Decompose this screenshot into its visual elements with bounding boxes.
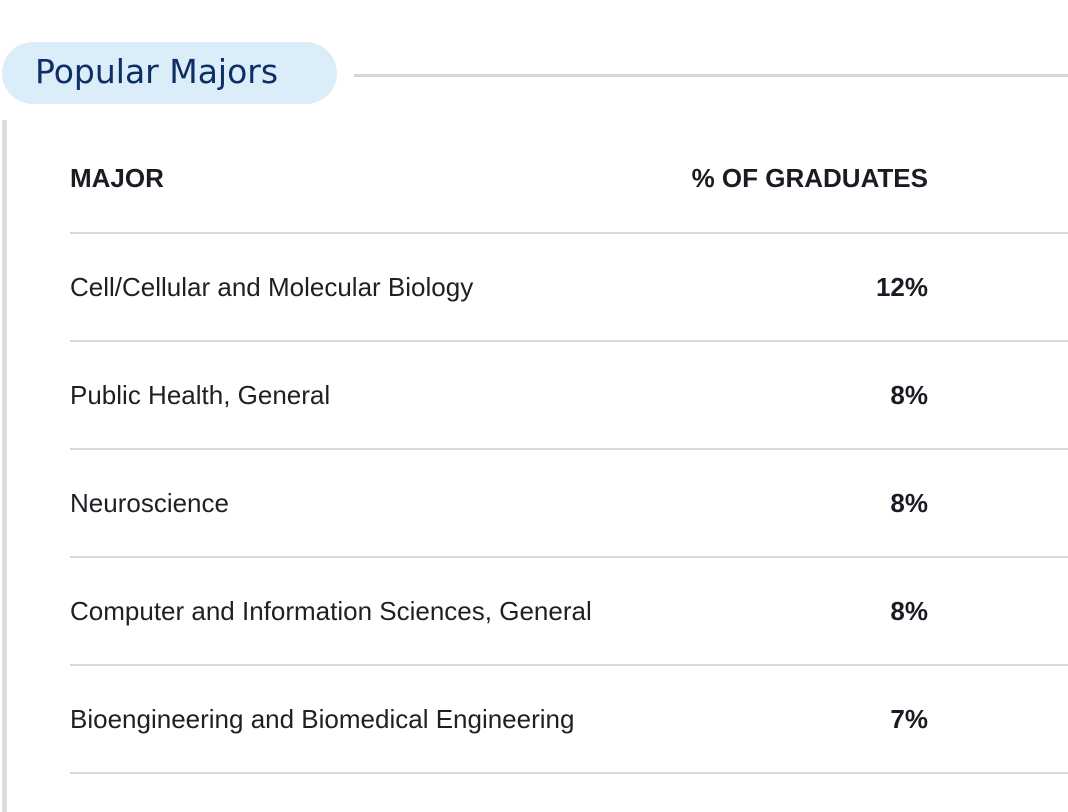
major-percent: 8% <box>890 380 928 410</box>
table-row: Public Health, General 8% <box>70 342 1068 450</box>
major-name: Cell/Cellular and Molecular Biology <box>70 272 474 302</box>
column-header-percent: % OF GRADUATES <box>691 163 928 193</box>
table-row: Cell/Cellular and Molecular Biology 12% <box>70 234 1068 342</box>
table-row: Computer and Information Sciences, Gener… <box>70 558 1068 666</box>
major-name: Public Health, General <box>70 380 331 410</box>
major-percent: 7% <box>890 704 928 734</box>
section-title: Popular Majors <box>2 42 337 104</box>
header-divider <box>354 74 1068 77</box>
table-row: Neuroscience 8% <box>70 450 1068 558</box>
majors-table: MAJOR % OF GRADUATES Cell/Cellular and M… <box>70 124 1068 774</box>
table-header-row: MAJOR % OF GRADUATES <box>70 124 1068 234</box>
major-percent: 8% <box>890 488 928 518</box>
major-name: Bioengineering and Biomedical Engineerin… <box>70 704 575 734</box>
major-percent: 12% <box>875 272 928 302</box>
major-name: Neuroscience <box>70 488 229 518</box>
section-left-border <box>2 120 7 812</box>
major-percent: 8% <box>890 596 928 626</box>
major-name: Computer and Information Sciences, Gener… <box>70 596 592 626</box>
section-header: Popular Majors <box>2 42 1068 104</box>
column-header-major: MAJOR <box>70 163 164 193</box>
table-row: Bioengineering and Biomedical Engineerin… <box>70 666 1068 774</box>
